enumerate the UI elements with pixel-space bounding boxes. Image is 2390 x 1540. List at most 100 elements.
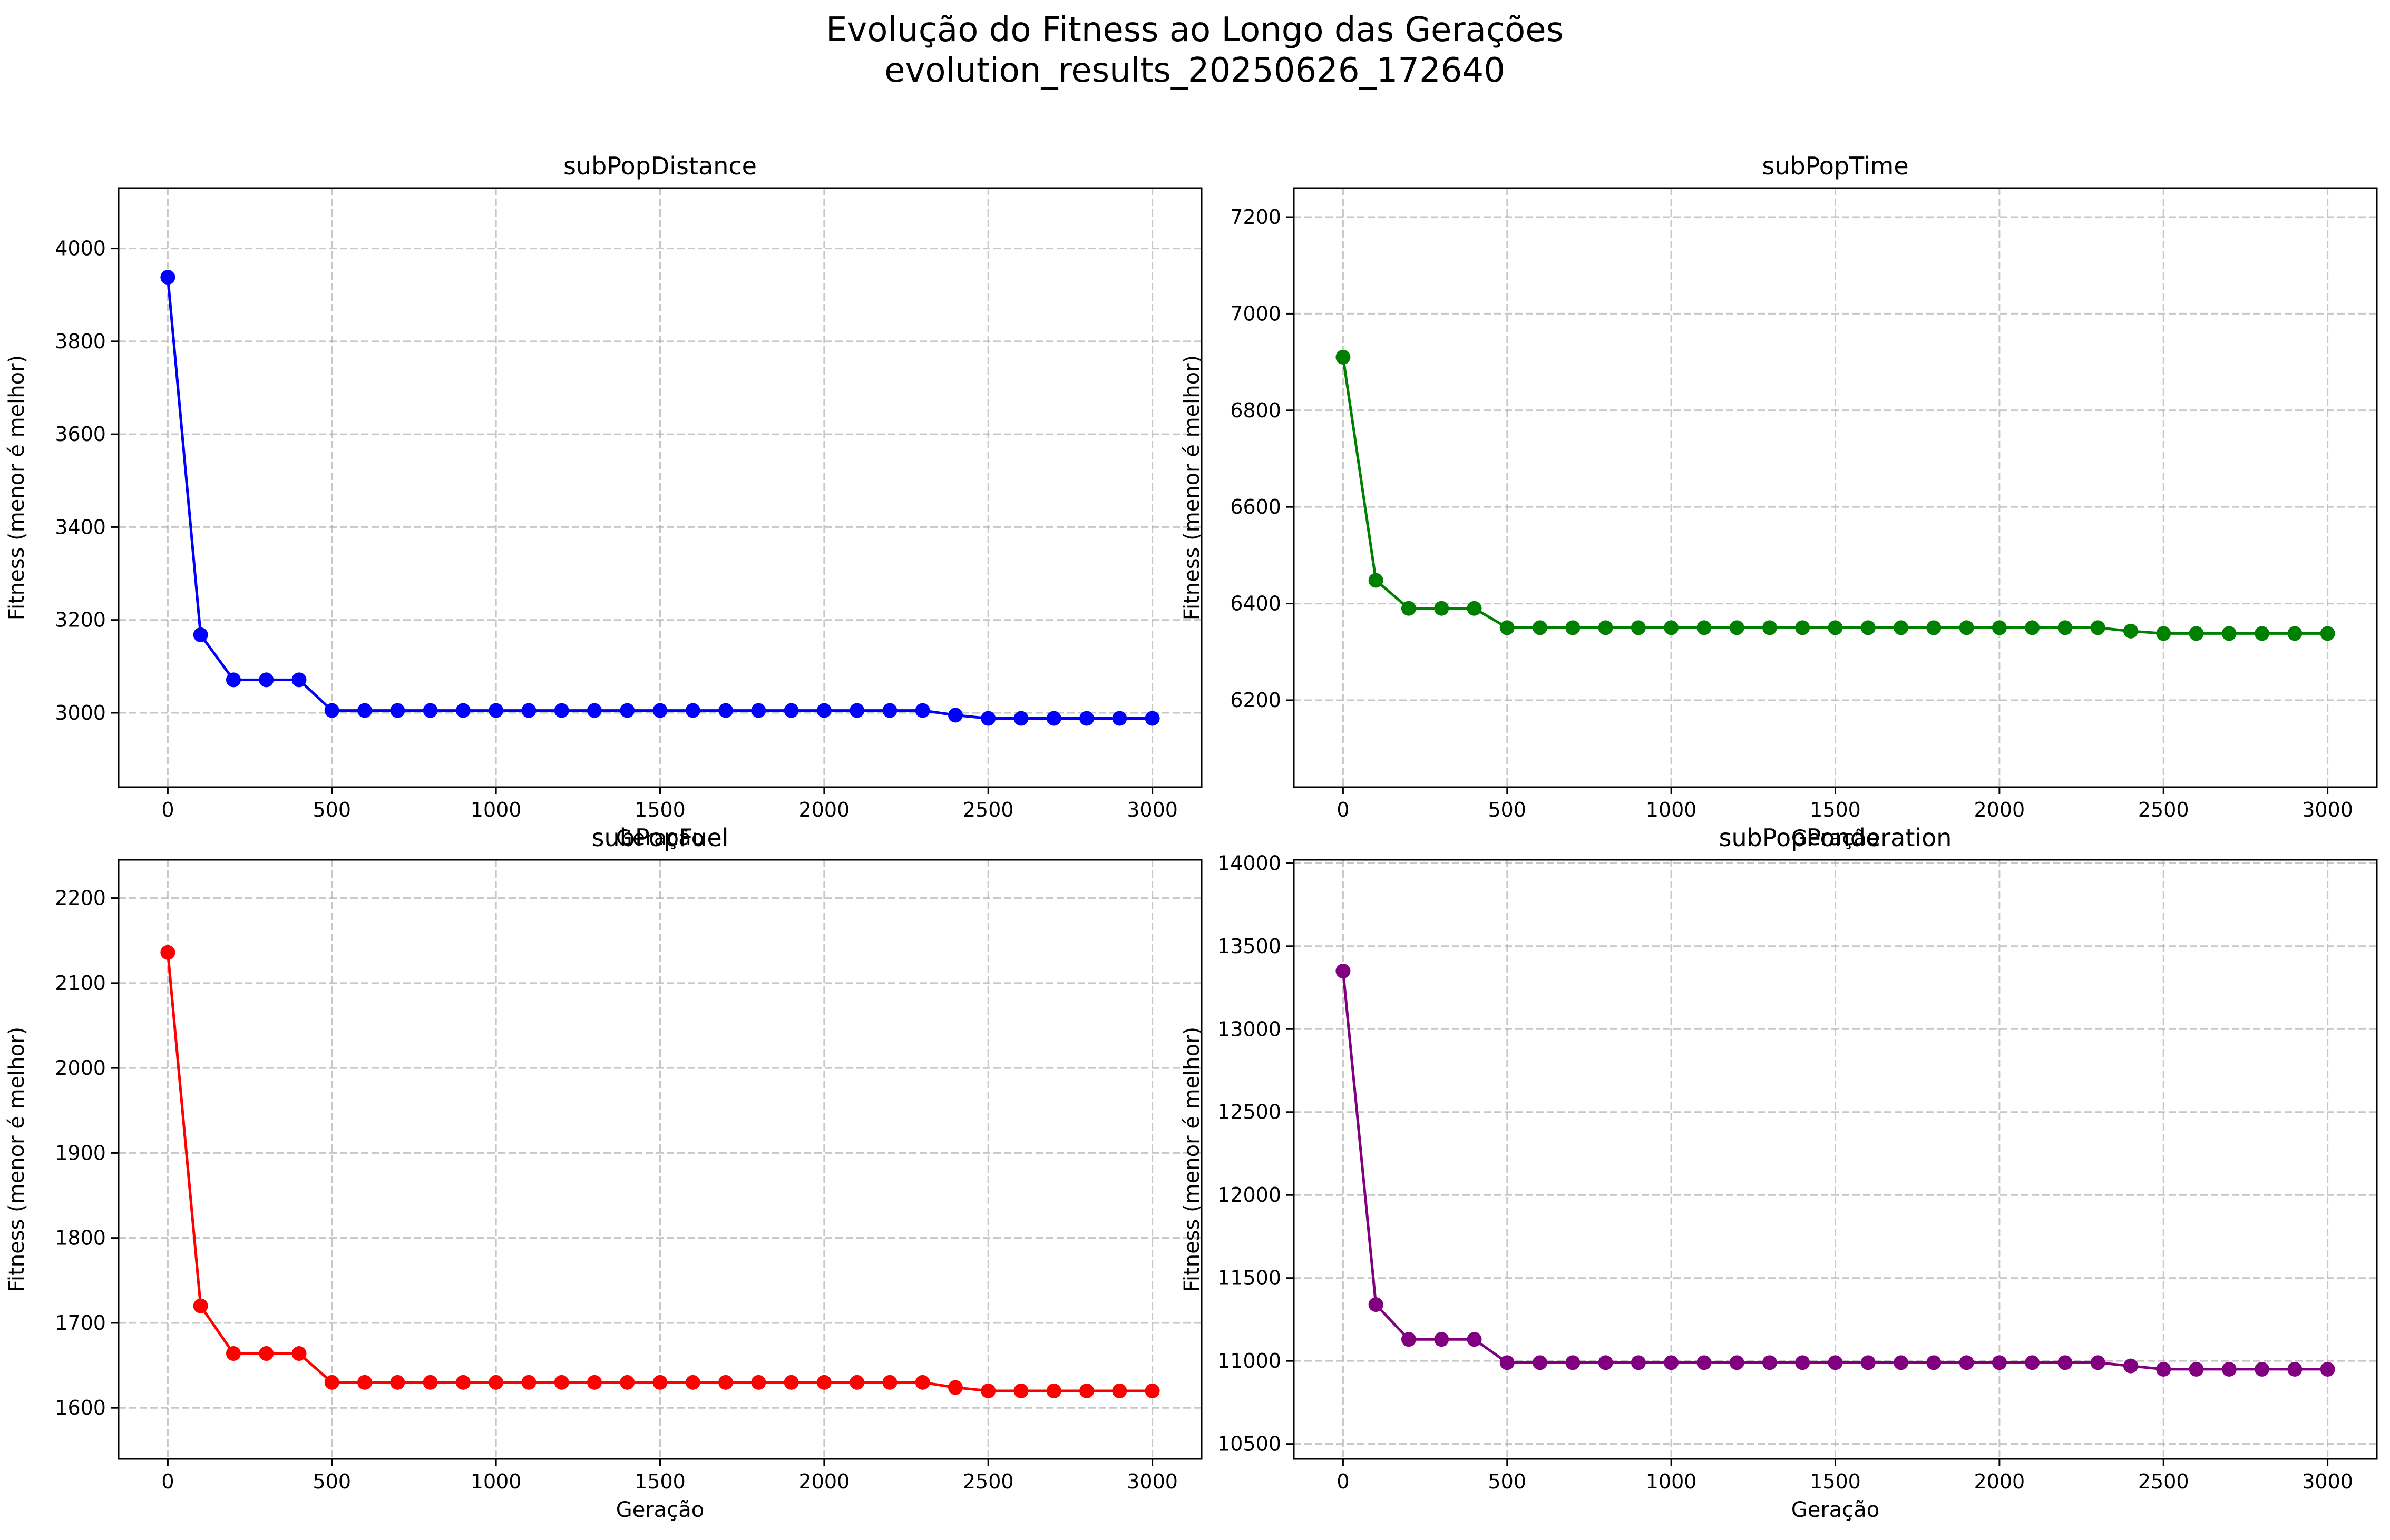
data-point <box>1894 620 1909 635</box>
data-point <box>1046 1383 1061 1398</box>
data-point <box>1664 620 1679 635</box>
subplot-2: 0 500 1000 1500 2000 2500 3000 1600 1700 1800 1900… <box>5 823 1203 1522</box>
y-tick-label: 3000 <box>55 701 106 724</box>
data-point <box>1926 620 1942 635</box>
x-tick-label: 500 <box>313 798 352 821</box>
data-point <box>2057 1355 2073 1370</box>
data-point <box>1631 620 1646 635</box>
x-tick-label: 2000 <box>799 1470 850 1493</box>
data-point <box>2025 620 2040 635</box>
data-point <box>1664 1355 1679 1370</box>
x-tick-label: 1000 <box>471 798 522 821</box>
data-point <box>718 1375 734 1390</box>
data-point <box>554 1375 569 1390</box>
y-tick-label: 12500 <box>1217 1101 1281 1124</box>
data-point <box>1762 1355 1777 1370</box>
subplot-1: 0 500 1000 1500 2000 2500 3000 6200 6400 6600 6800… <box>1180 152 2378 850</box>
data-point <box>1499 1355 1515 1370</box>
data-point <box>948 708 963 723</box>
data-point <box>1729 620 1744 635</box>
data-point <box>1795 1355 1810 1370</box>
data-point <box>2221 1361 2237 1377</box>
subplot-title: subPopFuel <box>592 823 729 852</box>
data-point <box>685 703 700 718</box>
y-tick-label: 7000 <box>1230 302 1281 325</box>
data-point <box>1368 573 1383 588</box>
data-point <box>1145 1383 1160 1398</box>
data-point <box>1565 1355 1581 1370</box>
y-tick-label: 2200 <box>55 887 106 910</box>
data-point <box>2287 626 2303 641</box>
data-point <box>1598 620 1613 635</box>
data-point <box>1013 711 1029 726</box>
data-point <box>1992 620 2007 635</box>
axes-frame <box>118 859 1203 1460</box>
data-point <box>1013 1383 1029 1398</box>
data-point <box>2221 626 2237 641</box>
data-point <box>455 703 471 718</box>
data-point <box>2057 620 2073 635</box>
y-tick-label: 7200 <box>1230 205 1281 229</box>
data-point <box>2025 1355 2040 1370</box>
y-tick-label: 1800 <box>55 1227 106 1250</box>
x-tick-label: 2000 <box>799 798 850 821</box>
data-point <box>357 1375 373 1390</box>
subplot-grid: 0 500 1000 1500 2000 2500 3000 3000 3200 3400 3600… <box>5 152 2378 1522</box>
data-point <box>1926 1355 1942 1370</box>
data-point <box>685 1375 700 1390</box>
data-point <box>981 711 996 726</box>
data-point <box>1112 1383 1127 1398</box>
x-tick-label: 3000 <box>1127 798 1178 821</box>
data-point <box>455 1375 471 1390</box>
y-axis-label: Fitness (menor é melhor) <box>1180 1027 1204 1292</box>
x-tick-label: 2500 <box>963 1470 1014 1493</box>
x-axis-label: Geração <box>1791 1498 1880 1522</box>
data-point <box>915 703 930 718</box>
data-point <box>816 1375 832 1390</box>
data-point <box>2287 1361 2303 1377</box>
data-point <box>193 1298 208 1313</box>
data-point <box>652 703 668 718</box>
data-point <box>1368 1297 1383 1312</box>
y-tick-label: 14000 <box>1217 851 1281 875</box>
data-point <box>390 1375 405 1390</box>
data-point <box>1467 601 1482 616</box>
x-tick-label: 0 <box>1337 798 1349 821</box>
data-point <box>751 703 766 718</box>
data-point <box>193 627 208 642</box>
data-point <box>751 1375 766 1390</box>
data-point <box>554 703 569 718</box>
data-point <box>1335 349 1351 365</box>
data-point <box>587 1375 602 1390</box>
data-point <box>1894 1355 1909 1370</box>
data-point <box>816 703 832 718</box>
y-tick-label: 2000 <box>55 1056 106 1080</box>
y-tick-label: 3800 <box>55 330 106 353</box>
data-point <box>423 703 438 718</box>
data-point <box>423 1375 438 1390</box>
data-point <box>2090 620 2105 635</box>
x-tick-label: 3000 <box>2302 798 2353 821</box>
x-tick-label: 2000 <box>1974 798 2025 821</box>
data-point <box>2156 626 2171 641</box>
data-point <box>620 703 635 718</box>
data-point <box>1795 620 1810 635</box>
data-point <box>226 1346 241 1361</box>
data-point <box>1762 620 1777 635</box>
data-point <box>1112 711 1127 726</box>
y-tick-label: 1900 <box>55 1141 106 1164</box>
data-point <box>882 1375 898 1390</box>
x-tick-label: 0 <box>1337 1470 1349 1493</box>
data-point <box>291 672 307 688</box>
data-point <box>784 1375 799 1390</box>
y-tick-label: 6800 <box>1230 399 1281 422</box>
y-axis-label: Fitness (menor é melhor) <box>5 355 29 620</box>
data-point <box>1860 620 1876 635</box>
data-point <box>226 672 241 688</box>
data-point <box>2189 1361 2204 1377</box>
axes-frame <box>118 187 1203 788</box>
y-tick-label: 13500 <box>1217 935 1281 958</box>
y-tick-label: 3400 <box>55 515 106 538</box>
y-tick-label: 2100 <box>55 972 106 995</box>
